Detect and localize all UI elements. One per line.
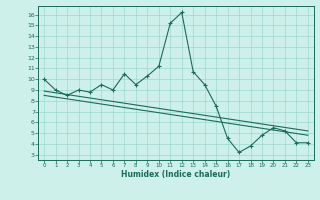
X-axis label: Humidex (Indice chaleur): Humidex (Indice chaleur)	[121, 170, 231, 179]
